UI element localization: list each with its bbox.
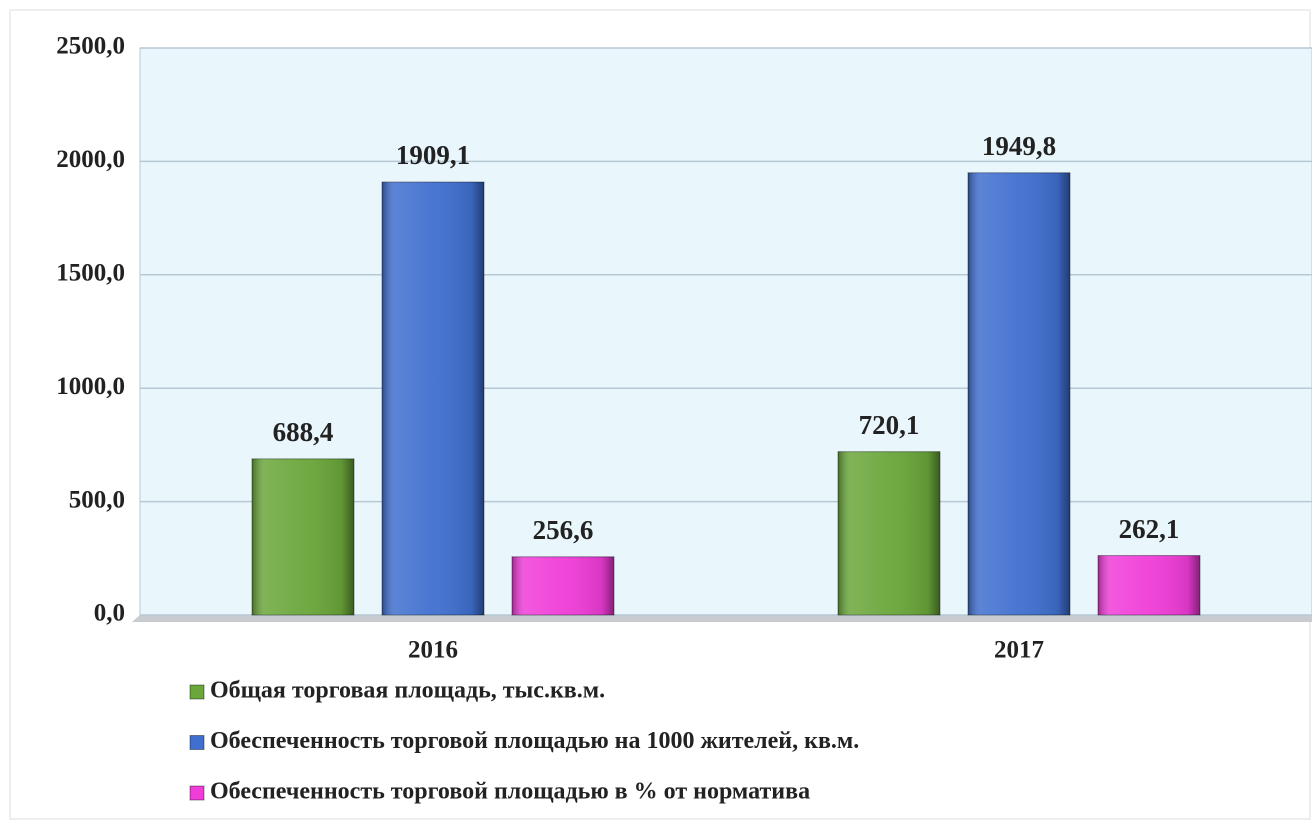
y-tick-label: 500,0 — [69, 486, 125, 513]
legend-swatch — [189, 735, 205, 750]
legend-swatch — [189, 785, 205, 801]
data-label: 1949,8 — [982, 131, 1056, 161]
x-tick-label: 2017 — [994, 637, 1044, 664]
legend-label: Обеспеченность торговой площадью в % от … — [210, 779, 810, 805]
legend-swatch — [189, 684, 205, 700]
bar-shade — [838, 451, 940, 615]
bar-shade — [968, 172, 1070, 616]
data-label: 256,6 — [533, 515, 594, 545]
legend-label: Обеспеченность торговой площадью на 1000… — [210, 728, 859, 754]
bar-shade — [252, 458, 354, 615]
y-tick-label: 1000,0 — [56, 373, 125, 400]
data-label: 720,1 — [859, 410, 920, 440]
data-label: 688,4 — [273, 417, 334, 447]
y-tick-label: 0,0 — [94, 600, 125, 627]
data-label: 1909,1 — [396, 140, 470, 170]
legend-label: Общая торговая площадь, тыс.кв.м. — [210, 678, 605, 704]
y-tick-label: 1500,0 — [56, 260, 125, 287]
y-tick-label: 2500,0 — [56, 33, 125, 60]
bar-shade — [512, 556, 614, 615]
x-tick-label: 2016 — [408, 637, 458, 664]
bar-shade — [382, 182, 484, 615]
bar-shade — [1098, 555, 1200, 615]
floor — [132, 615, 1312, 622]
data-label: 262,1 — [1119, 514, 1180, 544]
y-tick-label: 2000,0 — [56, 146, 125, 173]
